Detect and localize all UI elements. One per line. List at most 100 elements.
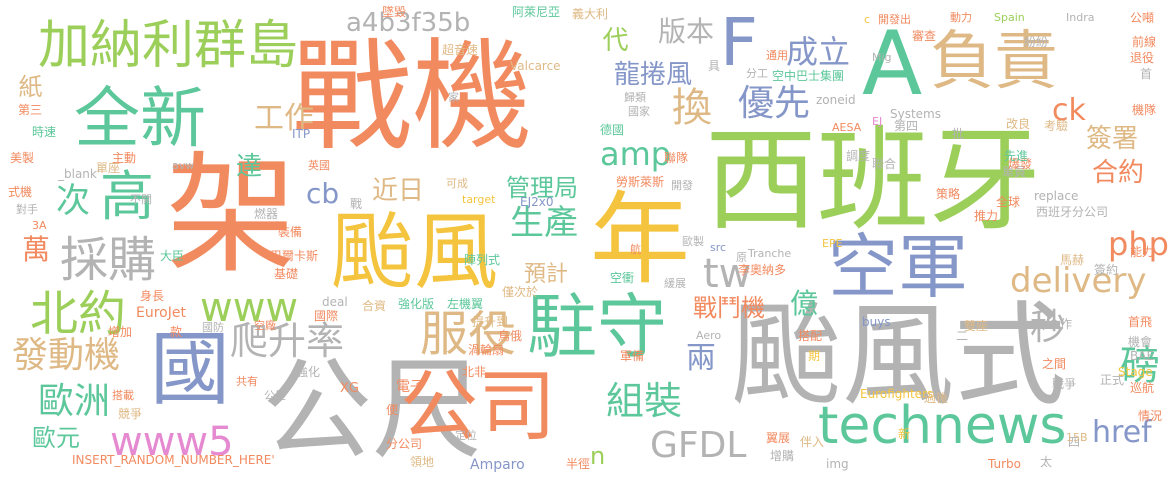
cloud-word: 次 (56, 181, 90, 221)
cloud-word: 機隊 (1132, 103, 1157, 117)
cloud-word: BAE (1130, 349, 1155, 363)
cloud-word: 之間 (1042, 357, 1067, 371)
cloud-word: 增加 (108, 325, 133, 339)
cloud-word: 戰機 (292, 28, 532, 167)
cloud-word: n (590, 442, 606, 470)
cloud-word: AESA (832, 121, 862, 134)
cloud-word: 組裝 (606, 379, 683, 423)
cloud-word: 磅 (1120, 343, 1160, 389)
cloud-word: 全球 (996, 195, 1021, 209)
cloud-word: 3A (32, 219, 47, 232)
cloud-word: 管理局 (506, 174, 578, 202)
cloud-word: 主動 (112, 151, 137, 165)
cloud-word: 爆發 (1008, 157, 1033, 171)
cloud-word: EuroJet (136, 305, 186, 321)
cloud-word: 北非 (462, 365, 487, 379)
cloud-word: 近日 (372, 176, 425, 206)
cloud-word: zoneid (816, 93, 856, 107)
cloud-word: GFDL (650, 425, 747, 466)
cloud-word: 美製 (10, 151, 35, 165)
cloud-word: 對手 (16, 203, 38, 216)
cloud-word: 改良 (1006, 117, 1031, 131)
cloud-word: 原 (736, 251, 747, 264)
cloud-word: 家 (448, 91, 459, 104)
cloud-word: 分工 (746, 67, 768, 80)
cloud-word: 颱風 (330, 203, 499, 301)
cloud-word: 二 (956, 329, 969, 343)
cloud-word: 年 (590, 181, 690, 298)
cloud-word: 公尺 (262, 346, 482, 474)
cloud-word: 墜毀 (382, 5, 407, 19)
cloud-word: 採購 (60, 232, 157, 288)
cloud-word: 負責 (930, 25, 1058, 99)
cloud-word: 合作 (1048, 317, 1073, 331)
cloud-word: 軍備 (620, 349, 645, 363)
cloud-word: 公里 (264, 389, 286, 402)
cloud-word: 歸類 (624, 91, 646, 104)
cloud-word: 李奧納多 (738, 263, 787, 277)
cloud-word: 空軍 (828, 226, 968, 308)
cloud-word: 兩 (686, 341, 716, 376)
cloud-word: 單座 (96, 161, 121, 175)
cloud-word: Eurofighters (860, 387, 934, 401)
cloud-word: 領地 (410, 455, 435, 469)
cloud-word: 過後 (924, 391, 949, 405)
cloud-word: 生產 (510, 203, 578, 243)
cloud-word: 首 (1140, 67, 1153, 81)
cloud-word: www5 (110, 419, 234, 465)
cloud-word: buys (862, 315, 891, 329)
cloud-word: 空中巴士集團 (772, 69, 845, 83)
cloud-word: 審查 (912, 29, 937, 43)
cloud-word: 15B (1066, 431, 1088, 444)
cloud-word: 首飛 (1128, 315, 1153, 329)
cloud-word: Stage (1118, 365, 1153, 379)
cloud-word: 聯合 (872, 157, 897, 171)
cloud-word: 全新 (74, 80, 206, 157)
cloud-word: F (720, 4, 758, 81)
cloud-word: 義大利 (572, 7, 609, 21)
cloud-word: 第三 (18, 103, 43, 117)
cloud-word: 成立 (786, 33, 851, 71)
cloud-word: 半徑 (566, 457, 591, 471)
cloud-word: 身長 (140, 289, 165, 303)
cloud-word: Aero (696, 329, 722, 342)
cloud-word: 基礎 (274, 267, 299, 281)
cloud-word: 國防 (202, 321, 224, 334)
cloud-word: 搭配 (798, 329, 823, 343)
cloud-word: 開發出 (878, 13, 911, 26)
cloud-word: 時速 (32, 125, 57, 139)
cloud-word: XG (340, 381, 359, 396)
cloud-word: 駐守 (527, 286, 667, 368)
cloud-word: 工作 (254, 101, 314, 136)
cloud-word: 北約 (30, 286, 127, 342)
cloud-word: replace (1034, 189, 1079, 203)
cloud-word: 陣列式 (464, 253, 501, 267)
cloud-word: 紙 (14, 74, 42, 98)
cloud-word: src (710, 241, 727, 254)
cloud-word: Spain (994, 11, 1025, 24)
cloud-word: php (1108, 225, 1169, 263)
cloud-word: 動力 (950, 11, 972, 24)
cloud-word: 勞斯萊斯 (616, 175, 665, 189)
cloud-word: 緩展 (664, 277, 686, 290)
cloud-word: 競爭 (118, 407, 143, 421)
cloud-word: 通用 (766, 49, 788, 62)
cloud-word: 第四 (894, 119, 919, 133)
cloud-word: 達 (236, 152, 263, 182)
cloud-word: 龍捲風 (614, 60, 693, 90)
cloud-word: EJ (872, 115, 883, 128)
cloud-word: 加納利群島 (38, 16, 299, 76)
cloud-word: 款 (170, 325, 183, 339)
cloud-word: 提升到 (472, 315, 509, 329)
cloud-word: 爬升率 (230, 319, 345, 363)
cloud-word: 燃器 (254, 207, 279, 221)
cloud-word: 強化 (296, 365, 321, 379)
cloud-word: 烏俄 (498, 329, 523, 343)
cloud-word: 合資 (362, 299, 387, 313)
cloud-word: 共有 (236, 375, 258, 388)
cloud-word: Turbo (988, 457, 1022, 471)
cloud-word: 翼展 (766, 431, 791, 445)
cloud-word: 新 (898, 427, 911, 441)
cloud-word: 公噸 (1130, 11, 1155, 25)
